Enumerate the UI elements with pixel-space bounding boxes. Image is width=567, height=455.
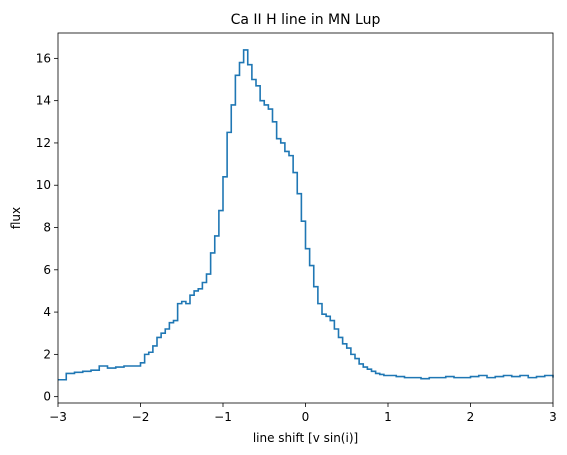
y-tick-label: 14 bbox=[36, 94, 51, 108]
x-axis: −3 −2 −1 0 1 2 3 bbox=[49, 403, 557, 424]
chart-title: Ca II H line in MN Lup bbox=[231, 12, 381, 28]
y-tick-label: 2 bbox=[43, 347, 51, 361]
y-tick-label: 10 bbox=[36, 178, 51, 192]
x-tick-label: −2 bbox=[132, 410, 150, 424]
x-tick-label: −1 bbox=[214, 410, 232, 424]
series-line bbox=[58, 49, 554, 381]
x-tick-label: −3 bbox=[49, 410, 67, 424]
plot-area bbox=[58, 49, 554, 381]
x-tick-label: 2 bbox=[467, 410, 475, 424]
y-axis: 0 2 4 6 8 10 12 14 16 bbox=[36, 51, 58, 404]
axes-frame bbox=[57, 32, 554, 404]
y-tick-label: 16 bbox=[36, 51, 51, 65]
x-tick-label: 0 bbox=[302, 410, 310, 424]
y-tick-label: 12 bbox=[36, 136, 51, 150]
x-tick-label: 1 bbox=[384, 410, 392, 424]
y-tick-label: 0 bbox=[43, 390, 51, 404]
y-tick-label: 4 bbox=[43, 305, 51, 319]
x-axis-label: line shift [v sin(i)] bbox=[253, 431, 358, 445]
x-tick-label: 3 bbox=[549, 410, 557, 424]
y-tick-label: 8 bbox=[43, 221, 51, 235]
y-axis-label: flux bbox=[9, 207, 23, 229]
y-tick-label: 6 bbox=[43, 263, 51, 277]
